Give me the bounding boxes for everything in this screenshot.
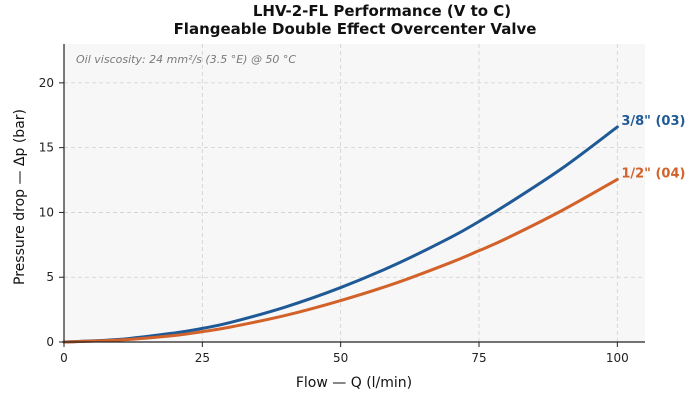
x-tick-label: 50 bbox=[333, 351, 348, 365]
x-tick-label: 75 bbox=[471, 351, 486, 365]
y-tick-label: 5 bbox=[46, 270, 54, 284]
x-tick-label: 25 bbox=[195, 351, 210, 365]
chart-title: LHV-2-FL Performance (V to C) bbox=[253, 2, 511, 20]
series-lines bbox=[62, 125, 619, 344]
grid bbox=[64, 44, 645, 342]
y-tick-label: 20 bbox=[39, 76, 54, 90]
chart-subtitle: Flangeable Double Effect Overcenter Valv… bbox=[174, 20, 537, 38]
y-tick-label: 0 bbox=[46, 335, 54, 349]
series-line-1 bbox=[62, 177, 619, 344]
y-tick-label: 10 bbox=[39, 205, 54, 219]
plot-area bbox=[64, 44, 645, 342]
x-tick-label: 0 bbox=[60, 351, 68, 365]
x-axis-label: Flow — Q (l/min) bbox=[296, 375, 412, 391]
series-line-0 bbox=[62, 125, 619, 344]
viscosity-annotation: Oil viscosity: 24 mm²/s (3.5 °E) @ 50 °C bbox=[76, 53, 296, 66]
series-labels: 3/8" (03) 1/2" (04) bbox=[621, 114, 685, 181]
axis-ticks: 0 25 50 75 100 0 5 10 15 20 bbox=[39, 76, 629, 365]
y-tick-label: 15 bbox=[39, 141, 54, 155]
series-label-0: 3/8" (03) bbox=[621, 114, 685, 129]
series-label-1: 1/2" (04) bbox=[621, 166, 685, 181]
x-tick-label: 100 bbox=[606, 351, 629, 365]
y-axis-label: Pressure drop — Δp (bar) bbox=[12, 109, 28, 285]
